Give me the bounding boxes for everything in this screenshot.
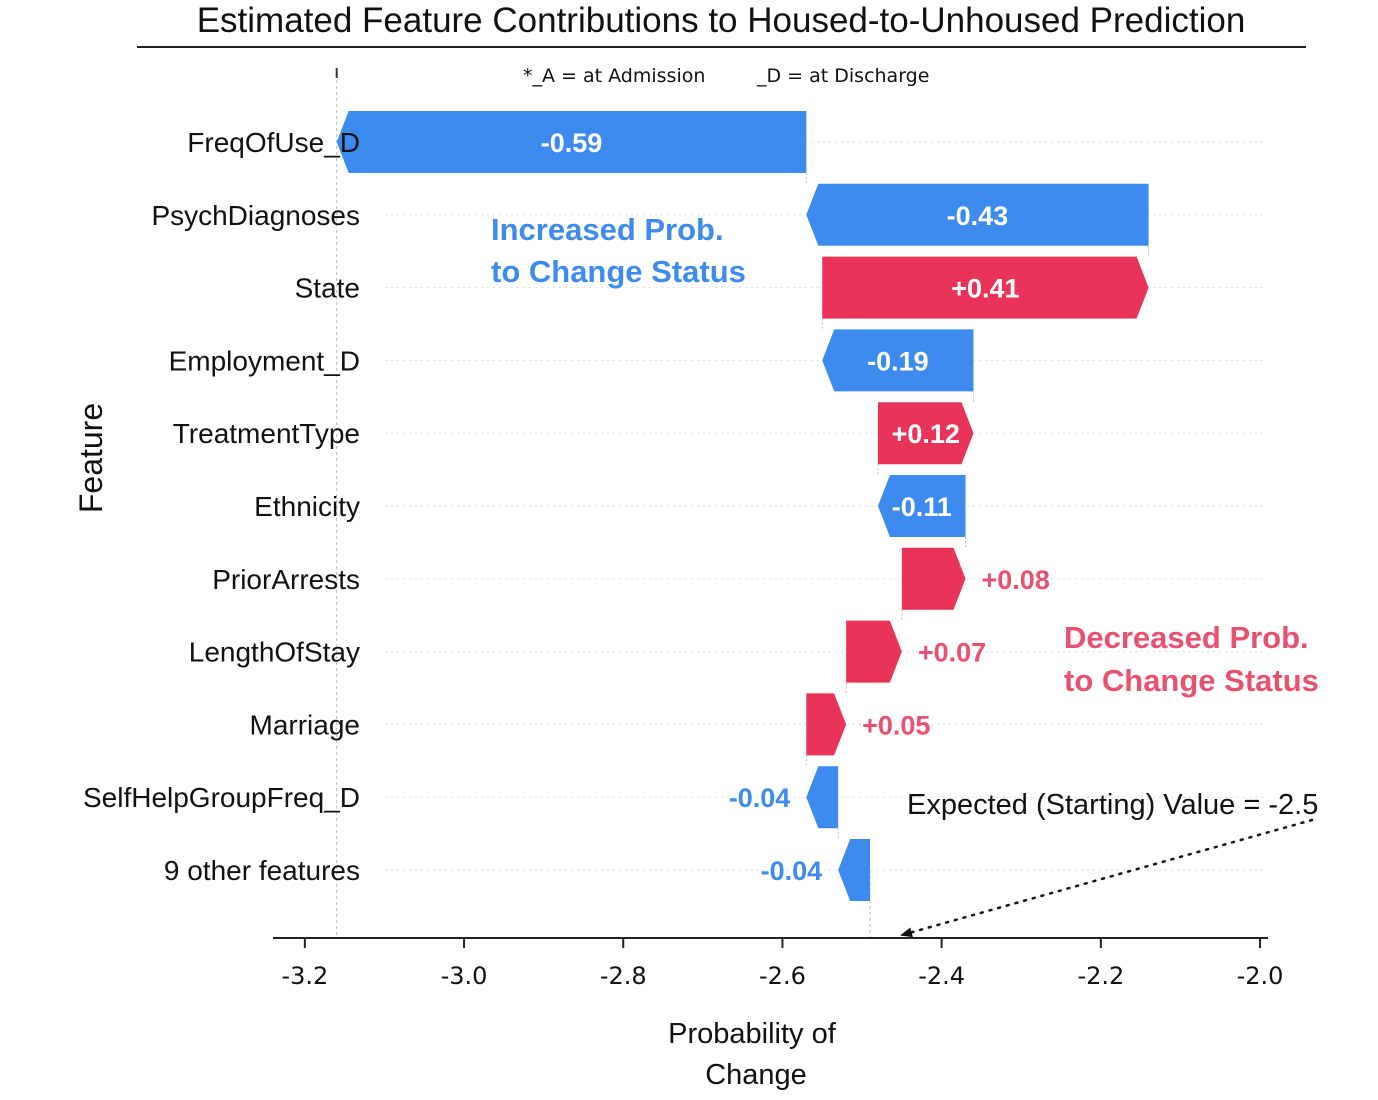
bar-value-label: +0.07 bbox=[918, 638, 986, 668]
bar-increase bbox=[877, 475, 966, 537]
x-tick-label: -3.2 bbox=[281, 962, 328, 990]
bar-value-label: -0.04 bbox=[761, 856, 823, 886]
bar-increase bbox=[806, 766, 839, 829]
x-axis-label-line-1: Probability of bbox=[668, 1018, 837, 1050]
bar-decrease bbox=[846, 620, 902, 683]
bar-increase bbox=[822, 329, 974, 392]
feature-label: PsychDiagnoses bbox=[151, 200, 360, 231]
bars bbox=[336, 111, 1149, 901]
annotation-expected-value: Expected (Starting) Value = -2.5 bbox=[907, 789, 1318, 821]
x-tick-label: -2.4 bbox=[918, 962, 965, 990]
bar-decrease bbox=[822, 256, 1149, 319]
annotation-increased: Increased Prob. to Change Status bbox=[491, 212, 746, 289]
x-axis-label: Probability of Change bbox=[668, 1018, 844, 1091]
annotation-decreased-line-1: Decreased Prob. bbox=[1064, 620, 1309, 655]
feature-label: PriorArrests bbox=[212, 564, 360, 595]
bar-increase bbox=[336, 111, 807, 173]
feature-label: Employment_D bbox=[169, 345, 360, 376]
bar-increase bbox=[806, 183, 1149, 246]
feature-labels: FreqOfUse_D PsychDiagnoses State Employment… bbox=[83, 127, 360, 886]
bar-value-label: -0.59 bbox=[541, 128, 603, 158]
x-axis-label-line-2: Change bbox=[705, 1059, 807, 1091]
bar-value-label: +0.12 bbox=[892, 419, 960, 449]
expected-value-arrow bbox=[900, 818, 1314, 938]
feature-label: Marriage bbox=[250, 709, 360, 740]
feature-label: TreatmentType bbox=[173, 418, 360, 449]
legend-note-admission: *_A = at Admission bbox=[523, 65, 705, 87]
annotation-decreased: Decreased Prob. to Change Status bbox=[1064, 620, 1319, 698]
bar-decrease bbox=[901, 547, 966, 610]
bar-value-label: +0.05 bbox=[862, 710, 930, 740]
x-tick-label: -2.8 bbox=[600, 962, 647, 990]
x-tick-label: -3.0 bbox=[441, 962, 488, 990]
legend-note-discharge: _D = at Discharge bbox=[756, 65, 929, 87]
x-tick-label: -2.0 bbox=[1237, 962, 1284, 990]
bar-value-label: +0.41 bbox=[951, 274, 1019, 304]
bar-value-label: -0.19 bbox=[867, 346, 929, 376]
bar-increase bbox=[838, 839, 870, 901]
bar-decrease bbox=[877, 402, 974, 465]
bar-value-label: -0.43 bbox=[947, 201, 1009, 231]
feature-label: FreqOfUse_D bbox=[187, 127, 360, 158]
annotation-decreased-line-2: to Change Status bbox=[1064, 663, 1319, 698]
bar-value-label: -0.11 bbox=[892, 492, 952, 522]
feature-label: 9 other features bbox=[164, 855, 360, 886]
feature-label: SelfHelpGroupFreq_D bbox=[83, 782, 360, 813]
x-tick-label: -2.2 bbox=[1077, 962, 1124, 990]
annotation-increased-line-2: to Change Status bbox=[491, 254, 746, 289]
feature-label: State bbox=[295, 273, 360, 304]
x-tick-label: -2.6 bbox=[759, 962, 806, 990]
y-axis-label: Feature bbox=[73, 403, 109, 513]
x-axis: -3.2 -3.0 -2.8 -2.6 -2.4 -2.2 -2.0 bbox=[273, 937, 1284, 990]
chart-title: Estimated Feature Contributions to House… bbox=[197, 1, 1246, 40]
feature-label: Ethnicity bbox=[254, 491, 360, 522]
feature-label: LengthOfStay bbox=[189, 637, 360, 668]
bar-decrease bbox=[806, 693, 847, 756]
bar-labels: -0.59 -0.43 +0.41 -0.19 +0.12 -0.11 +0.08 +0.07… bbox=[541, 128, 1050, 886]
bar-value-label: +0.08 bbox=[982, 565, 1050, 595]
bar-value-label: -0.04 bbox=[729, 783, 791, 813]
annotation-increased-line-1: Increased Prob. bbox=[491, 212, 724, 247]
